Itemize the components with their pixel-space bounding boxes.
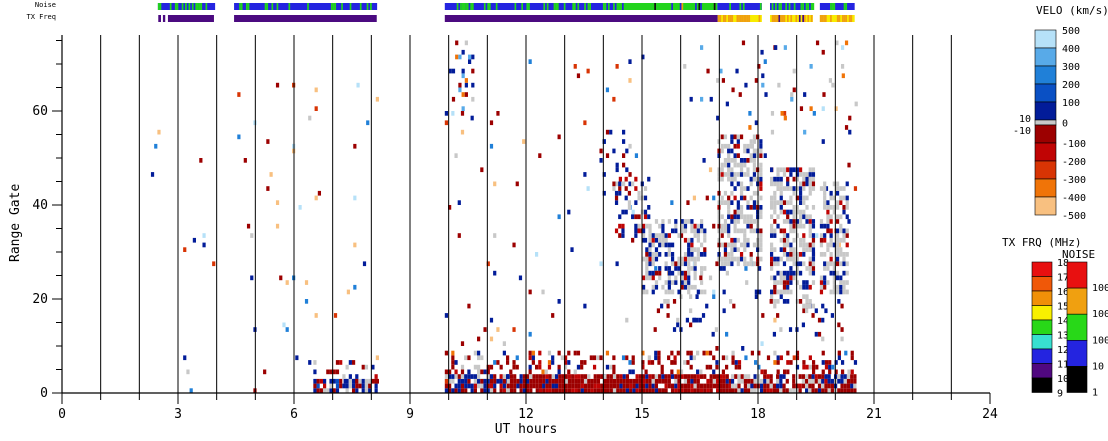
- txfreq-strip-segment: [234, 15, 377, 22]
- tick-label: -200: [1062, 157, 1086, 168]
- txfreq-strip-segment: [162, 15, 166, 22]
- tick-label: 0: [1062, 119, 1068, 130]
- tick-label: 10: [1057, 374, 1069, 385]
- tick-label: -100: [1062, 139, 1086, 150]
- tick-label: 0: [58, 407, 66, 422]
- noise-legend-title: NOISE: [1062, 248, 1096, 261]
- tick-label: 100: [1092, 335, 1108, 346]
- tick-label: 500: [1062, 26, 1080, 37]
- tick-label: 10000: [1092, 283, 1108, 294]
- tick-label: 17: [1057, 273, 1069, 284]
- noise-strip-label: Noise: [34, 1, 56, 9]
- tick-label: 14: [1057, 316, 1069, 327]
- txfreq-strip-segment: [167, 15, 214, 22]
- tick-label: -300: [1062, 175, 1086, 186]
- tick-label: 6: [290, 407, 298, 422]
- velo-zero-grayband: [1034, 119, 1057, 126]
- tick-label: 60: [32, 104, 48, 119]
- tick-label: 12: [518, 407, 534, 422]
- velo-legend-title: VELO (km/s): [1036, 4, 1108, 17]
- txfreq-strip-segment: [158, 15, 161, 22]
- operating-mode-strips: [157, 3, 855, 22]
- tick-label: 21: [866, 407, 882, 422]
- tick-label: 15: [634, 407, 650, 422]
- txfreq-strip-label: TX Freq: [26, 13, 56, 21]
- noise-strip-segment: [769, 3, 813, 10]
- velocity-cells: [150, 40, 858, 393]
- hour-grid-lines: [100, 35, 952, 393]
- tick-label: 20: [32, 292, 48, 307]
- tick-label: 15: [1057, 302, 1069, 313]
- tick-label: 100: [1062, 98, 1080, 109]
- noise-strip-segment: [819, 3, 855, 10]
- velo-colorbar: 500 400 300 200 100 0 -100 -200 -300 -400 -500 10-1…: [1013, 26, 1086, 222]
- tick-label: -400: [1062, 193, 1086, 204]
- tick-label: 11: [1057, 360, 1069, 371]
- tick-label: 200: [1062, 80, 1080, 91]
- noise-strip-segment: [234, 3, 378, 10]
- tick-label: 24: [982, 407, 998, 422]
- noise-strip-segment: [616, 3, 718, 10]
- tick-label: 13: [1057, 331, 1069, 342]
- tick-label: 40: [32, 198, 48, 213]
- tick-label: 3: [174, 407, 182, 422]
- y-axis-title: Range Gate: [8, 183, 23, 262]
- tick-label: -10: [1013, 126, 1031, 137]
- tick-label: -500: [1062, 211, 1086, 222]
- tick-label: 10: [1019, 114, 1031, 125]
- tick-label: 9: [1057, 389, 1063, 400]
- x-axis-title: UT hours: [494, 422, 558, 437]
- tick-label: 10: [1092, 361, 1104, 372]
- txfrq-legend-title: TX FRQ (MHz): [1002, 236, 1082, 249]
- tick-label: 400: [1062, 44, 1080, 55]
- txfrq-colorbar: 18 17 16 15 14 13 12 11 10 9: [1031, 258, 1069, 400]
- tick-label: 300: [1062, 62, 1080, 73]
- tick-label: 9: [406, 407, 414, 422]
- tick-label: 16: [1057, 287, 1069, 298]
- tick-label: 1: [1092, 388, 1098, 399]
- noise-strip-segment: [444, 3, 617, 10]
- tick-label: 0: [40, 386, 48, 401]
- tick-labels: 0 3 6 9 12 15 18 21 24 0 20 40 60: [32, 104, 998, 422]
- tick-label: 18: [750, 407, 766, 422]
- axes-ticks: [52, 35, 991, 404]
- tick-label: 18: [1057, 258, 1069, 269]
- txfreq-strip-segment: [444, 15, 718, 22]
- tick-label: 12: [1057, 345, 1069, 356]
